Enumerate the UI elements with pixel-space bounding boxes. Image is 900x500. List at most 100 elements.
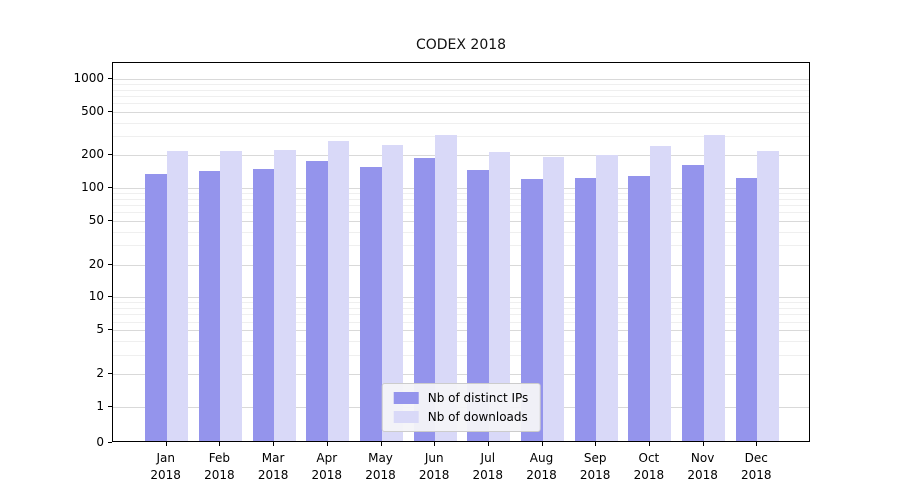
bar-nb-of-distinct-ips-apr xyxy=(306,160,328,441)
gridline-minor xyxy=(113,198,809,200)
x-tick-mark xyxy=(434,442,436,446)
gridline-minor xyxy=(113,89,809,91)
x-tick-mark xyxy=(487,442,489,446)
gridline-major xyxy=(113,221,809,223)
gridline-minor xyxy=(113,193,809,195)
legend-item-distinct-ips: Nb of distinct IPs xyxy=(393,391,528,405)
bar-nb-of-distinct-ips-dec xyxy=(735,178,758,441)
bar-nb-of-distinct-ips-jan xyxy=(145,173,167,441)
gridline-minor xyxy=(113,136,809,138)
gridline-minor xyxy=(113,302,809,304)
x-tick-label: Aug 2018 xyxy=(526,451,557,482)
gridline-minor xyxy=(113,122,809,124)
bar-nb-of-downloads-may xyxy=(381,144,403,441)
y-tick-label: 100 xyxy=(81,180,104,195)
y-tick-label: 10 xyxy=(88,289,104,304)
gridline-minor xyxy=(113,340,809,342)
y-tick-mark xyxy=(108,405,112,407)
x-tick-mark xyxy=(219,442,221,446)
bar-nb-of-downloads-aug xyxy=(542,156,564,441)
gridline-minor xyxy=(113,103,809,105)
x-tick-mark xyxy=(648,442,650,446)
bar-nb-of-downloads-jan xyxy=(166,151,189,441)
x-tick-label: Mar 2018 xyxy=(257,451,289,482)
bar-nb-of-distinct-ips-jun xyxy=(413,157,436,441)
x-tick-mark xyxy=(756,442,758,446)
x-tick-label: Apr 2018 xyxy=(311,451,343,482)
y-tick-mark xyxy=(108,187,112,189)
gridline-minor xyxy=(113,354,809,356)
bar-nb-of-downloads-nov xyxy=(703,135,726,441)
y-tick-mark xyxy=(108,329,112,331)
bar-nb-of-distinct-ips-may xyxy=(360,167,382,441)
y-tick-mark xyxy=(108,220,112,222)
bar-nb-of-downloads-oct xyxy=(649,145,672,441)
gridline-major xyxy=(113,79,809,80)
y-tick-mark xyxy=(108,296,112,298)
y-tick-label: 500 xyxy=(81,103,104,118)
gridline-major xyxy=(113,155,809,157)
x-tick-label: May 2018 xyxy=(365,451,396,482)
y-tick-label: 200 xyxy=(81,147,104,162)
x-tick-mark xyxy=(702,442,704,446)
x-tick-mark xyxy=(380,442,382,446)
gridline-major xyxy=(113,373,809,375)
bar-nb-of-downloads-mar xyxy=(274,150,296,441)
gridline-minor xyxy=(113,212,809,214)
gridline-minor xyxy=(113,308,809,309)
bar-nb-of-distinct-ips-aug xyxy=(521,179,543,441)
x-tick-mark xyxy=(326,442,328,446)
y-tick-label: 50 xyxy=(88,213,104,228)
x-tick-mark xyxy=(595,442,597,446)
legend-swatch-downloads xyxy=(393,411,419,423)
bars-layer xyxy=(113,63,809,441)
x-tick-label: Dec 2018 xyxy=(741,451,772,482)
y-tick-mark xyxy=(108,78,112,79)
bar-nb-of-downloads-jun xyxy=(435,135,457,441)
bar-nb-of-distinct-ips-feb xyxy=(198,170,221,441)
x-tick-mark xyxy=(541,442,543,446)
x-tick-label: Jul 2018 xyxy=(472,451,504,482)
y-tick-label: 0 xyxy=(96,435,104,449)
gridline-minor xyxy=(113,314,809,316)
bar-nb-of-distinct-ips-sep xyxy=(574,178,597,441)
chart-title: CODEX 2018 xyxy=(415,37,507,53)
y-tick-label: 1 xyxy=(96,398,104,413)
legend: Nb of distinct IPs Nb of downloads xyxy=(381,383,541,432)
x-tick-label: Feb 2018 xyxy=(204,451,235,482)
bar-nb-of-distinct-ips-oct xyxy=(628,176,650,441)
x-tick-label: Jun 2018 xyxy=(418,451,450,482)
y-tick-mark xyxy=(108,372,112,374)
x-tick-label: Oct 2018 xyxy=(633,451,665,482)
x-tick-mark xyxy=(165,442,167,446)
legend-label-downloads: Nb of downloads xyxy=(427,410,528,424)
bar-nb-of-downloads-sep xyxy=(596,155,618,441)
bar-nb-of-downloads-dec xyxy=(757,150,779,441)
gridline-minor xyxy=(113,205,809,207)
bar-nb-of-downloads-apr xyxy=(327,140,350,441)
gridline-minor xyxy=(113,231,809,233)
plot-area: Nb of distinct IPs Nb of downloads xyxy=(112,62,810,442)
bar-nb-of-distinct-ips-nov xyxy=(682,165,704,441)
gridline-major xyxy=(113,188,809,190)
gridline-major xyxy=(113,330,809,332)
gridline-major xyxy=(113,264,809,266)
x-tick-label: Nov 2018 xyxy=(687,451,718,482)
gridline-minor xyxy=(113,321,809,323)
gridline-minor xyxy=(113,245,809,247)
bar-nb-of-distinct-ips-jul xyxy=(467,170,489,441)
y-tick-mark xyxy=(108,154,112,156)
y-tick-label: 20 xyxy=(88,256,104,271)
y-tick-mark xyxy=(108,263,112,265)
y-tick-label: 1000 xyxy=(73,71,104,85)
bar-nb-of-downloads-jul xyxy=(488,151,511,441)
gridline-minor xyxy=(113,95,809,97)
y-tick-label: 2 xyxy=(96,365,104,380)
x-tick-label: Sep 2018 xyxy=(579,451,611,482)
gridline-minor xyxy=(113,84,809,85)
bar-nb-of-downloads-feb xyxy=(220,150,242,441)
y-tick-mark xyxy=(108,110,112,112)
legend-swatch-distinct-ips xyxy=(393,392,419,404)
bar-nb-of-distinct-ips-mar xyxy=(252,169,275,441)
